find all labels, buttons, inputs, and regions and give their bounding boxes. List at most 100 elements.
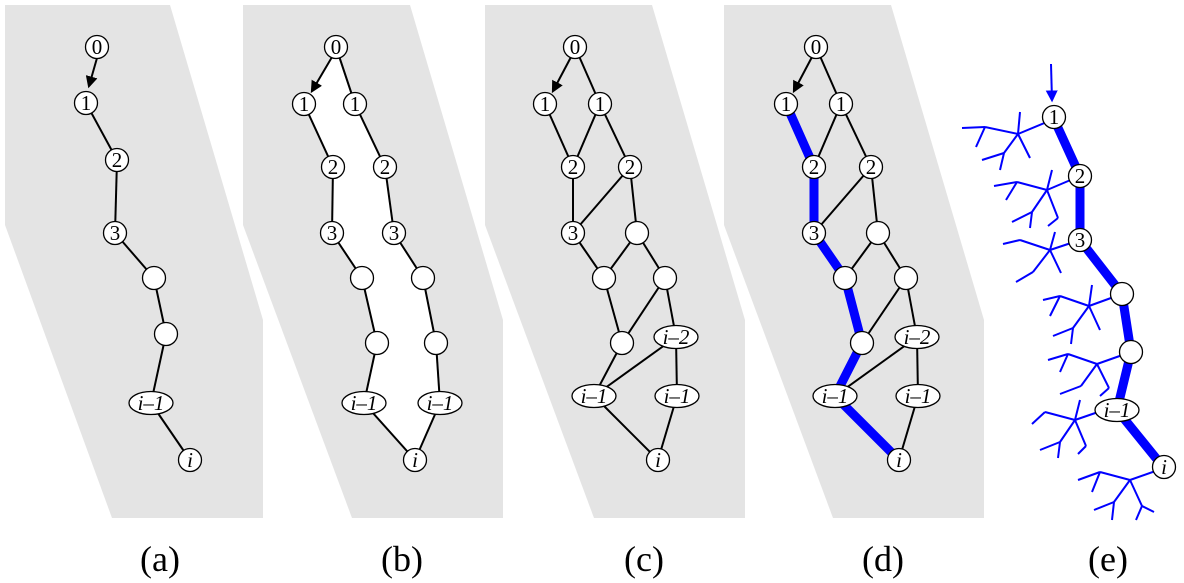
node-label: i — [412, 448, 418, 472]
node-label: i–1 — [905, 384, 932, 408]
node — [849, 330, 875, 356]
node — [410, 265, 436, 291]
node-label: 1 — [299, 92, 310, 116]
node-label: i — [1161, 455, 1167, 479]
node-label: i–1 — [822, 384, 849, 408]
node-label: 3 — [327, 221, 338, 245]
node: i–1 — [812, 383, 858, 409]
panel-e-branch-trees — [961, 111, 1165, 521]
node — [591, 265, 617, 291]
node: i–1 — [417, 390, 463, 416]
node-label: 2 — [568, 155, 579, 179]
node — [364, 330, 390, 356]
node — [349, 265, 375, 291]
node: 0 — [803, 34, 829, 60]
caption-d: (d) — [862, 539, 904, 579]
node: i–1 — [654, 383, 700, 409]
caption-a: (a) — [140, 539, 180, 579]
node-label: i–1 — [581, 384, 608, 408]
node-label: 1 — [540, 92, 551, 116]
node-label: 2 — [328, 155, 339, 179]
node-label: 1 — [836, 92, 847, 116]
panel-d-region — [724, 5, 984, 518]
node — [1109, 281, 1135, 307]
node: 1 — [587, 91, 613, 117]
node: i–1 — [1094, 397, 1140, 423]
node-label: i — [896, 448, 902, 472]
node — [153, 321, 179, 347]
node-label: 1 — [1049, 105, 1060, 129]
node: 3 — [319, 220, 345, 246]
node-label: i–1 — [138, 391, 165, 415]
node-label: i–2 — [663, 325, 690, 349]
node: 1 — [73, 90, 99, 116]
node: 2 — [801, 154, 827, 180]
node: i — [886, 447, 912, 473]
panel-a-nodes: 0 1 2 3 i–1 i — [73, 34, 203, 473]
node: 2 — [372, 154, 398, 180]
panel-b-nodes: 0 1 1 2 2 3 3 i–1 i–1 i — [291, 34, 463, 473]
node: 2 — [617, 154, 643, 180]
node-label: 3 — [568, 221, 579, 245]
node: i–2 — [653, 324, 699, 350]
node-label: 2 — [112, 148, 123, 172]
caption-e: (e) — [1088, 539, 1128, 579]
node — [893, 265, 919, 291]
node: i — [402, 447, 428, 473]
node: 2 — [1067, 163, 1093, 189]
node-label: 3 — [389, 221, 400, 245]
node: 2 — [320, 154, 346, 180]
node: i–1 — [571, 383, 617, 409]
node — [652, 265, 678, 291]
node-label: 1 — [781, 92, 792, 116]
panel-d-nodes: 0 1 1 2 2 3 i–2 i–1 i–1 i — [773, 34, 941, 473]
node: i–1 — [895, 383, 941, 409]
node-label: 1 — [81, 91, 92, 115]
node-label: 1 — [595, 92, 606, 116]
node-label: 2 — [866, 155, 877, 179]
node: i–2 — [894, 324, 940, 350]
node-label: i–1 — [351, 391, 378, 415]
node-label: i–2 — [904, 325, 931, 349]
panel-b-inner-region — [304, 47, 440, 460]
panel-c-nodes: 0 1 1 2 2 3 i–2 i–1 i–1 i — [532, 34, 700, 473]
node: i — [645, 447, 671, 473]
caption-b: (b) — [381, 539, 423, 579]
node: i–1 — [341, 390, 387, 416]
node-label: 0 — [331, 35, 342, 59]
panel-e-nodes: 1 2 3 i–1 i — [1041, 104, 1177, 480]
node-label: i–1 — [427, 391, 454, 415]
node: 1 — [828, 91, 854, 117]
node-label: 2 — [380, 155, 391, 179]
node: 1 — [342, 91, 368, 117]
node-label: 0 — [811, 35, 822, 59]
node — [609, 330, 635, 356]
node: i — [1151, 454, 1177, 480]
node-label: 2 — [1075, 164, 1086, 188]
node: 3 — [801, 220, 827, 246]
node-label: 0 — [570, 35, 581, 59]
node — [423, 330, 449, 356]
node-label: i–1 — [1104, 398, 1131, 422]
node — [624, 220, 650, 246]
node: 0 — [84, 34, 110, 60]
node: 3 — [102, 220, 128, 246]
node: 0 — [562, 34, 588, 60]
node: 3 — [1067, 227, 1093, 253]
node: 1 — [291, 91, 317, 117]
node — [141, 265, 167, 291]
node: 2 — [104, 147, 130, 173]
node-label: 3 — [809, 221, 820, 245]
node-label: 2 — [809, 155, 820, 179]
node: 2 — [560, 154, 586, 180]
node-label: 0 — [92, 35, 103, 59]
node-label: 3 — [1075, 228, 1086, 252]
caption-c: (c) — [624, 539, 664, 579]
node-label: 1 — [350, 92, 361, 116]
node: i–1 — [128, 390, 174, 416]
node-label: 3 — [110, 221, 121, 245]
node-label: i–1 — [664, 384, 691, 408]
node — [1118, 339, 1144, 365]
node: 3 — [381, 220, 407, 246]
